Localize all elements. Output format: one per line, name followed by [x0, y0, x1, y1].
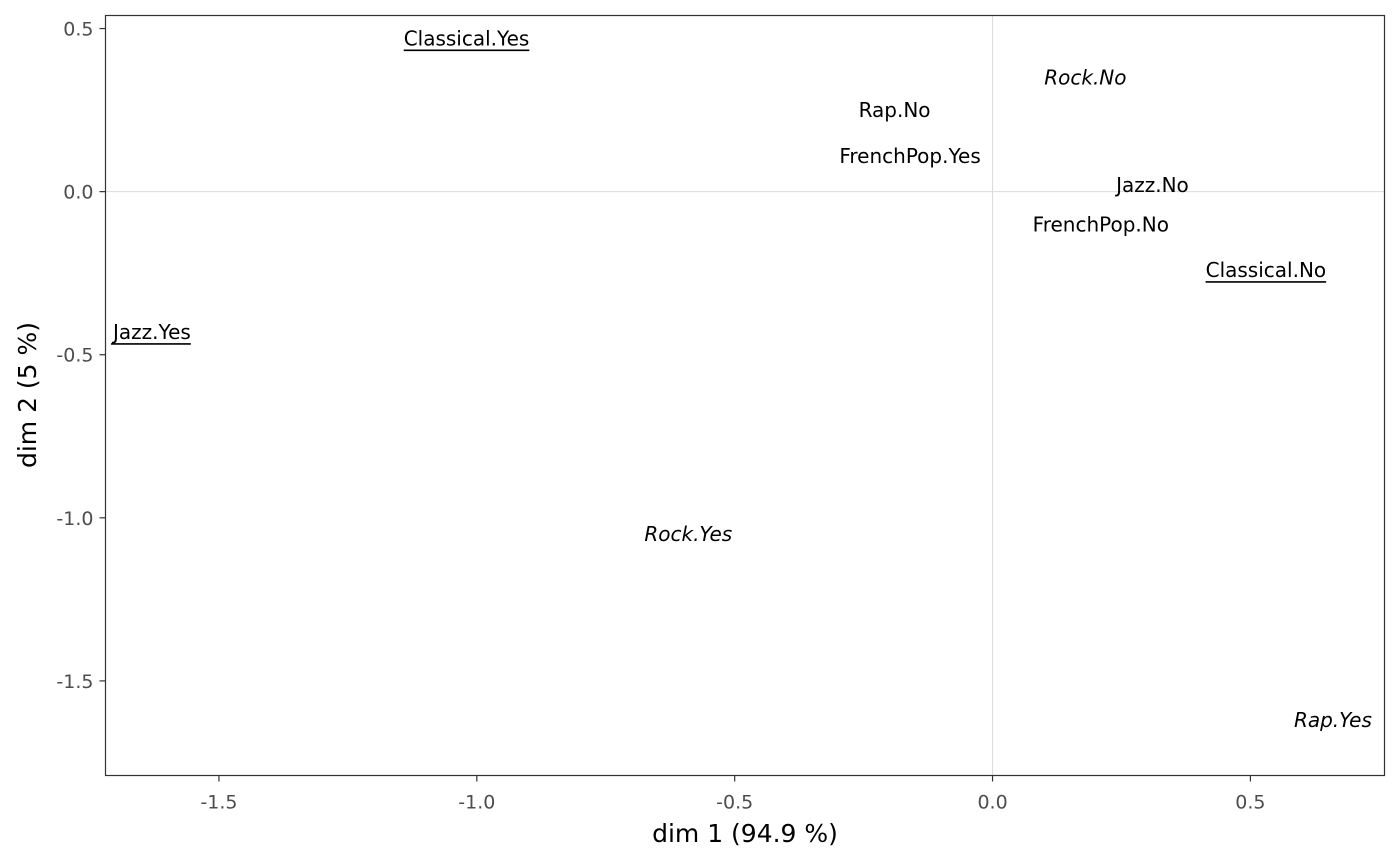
x-tick-label: 0.5 — [1235, 792, 1265, 814]
y-axis: 0.5 0.0 -0.5 -1.0 -1.5 — [56, 19, 106, 693]
x-tick-label: -1.5 — [200, 792, 237, 814]
y-axis-title: dim 2 (5 %) — [13, 322, 42, 468]
x-tick-label: -1.0 — [458, 792, 495, 814]
point-label: FrenchPop.Yes — [839, 144, 980, 168]
point-label: Rock.Yes — [644, 522, 732, 546]
x-tick-label: -0.5 — [716, 792, 753, 814]
y-tick-label: 0.5 — [63, 19, 93, 41]
point-labels: Classical.Yes Rock.No Rap.No FrenchPop.Yes J… — [111, 26, 1372, 732]
point-label: FrenchPop.No — [1033, 212, 1169, 236]
plot-panel — [105, 15, 1385, 776]
point-label: Rap.No — [859, 98, 931, 122]
point-label: Rock.No — [1044, 65, 1126, 89]
point-label: Rap.Yes — [1294, 708, 1372, 732]
plot-border — [104, 14, 1386, 777]
point-label: Classical.No — [1206, 258, 1327, 282]
y-tick-label: -1.5 — [56, 671, 93, 693]
y-tick-label: -1.0 — [56, 508, 93, 530]
point-label: Jazz.Yes — [111, 320, 191, 344]
point-label: Jazz.No — [1114, 173, 1189, 197]
x-tick-label: 0.0 — [977, 792, 1007, 814]
x-axis-title: dim 1 (94.9 %) — [652, 819, 838, 848]
y-tick-label: 0.0 — [63, 182, 93, 204]
reference-lines — [105, 15, 1385, 776]
x-axis: -1.5 -1.0 -0.5 0.0 0.5 — [200, 775, 1266, 814]
point-label: Classical.Yes — [404, 26, 530, 50]
y-tick-label: -0.5 — [56, 345, 93, 367]
